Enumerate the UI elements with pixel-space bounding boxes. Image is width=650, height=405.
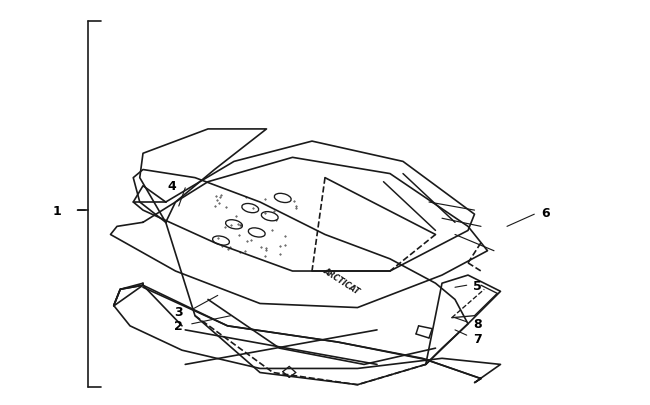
Text: 5: 5	[473, 279, 482, 292]
Text: 7: 7	[473, 332, 482, 345]
Text: 6: 6	[541, 206, 551, 219]
Text: 4: 4	[168, 180, 177, 193]
Text: ARCTICAT: ARCTICAT	[322, 266, 361, 296]
Text: 8: 8	[473, 318, 482, 330]
Text: 1: 1	[53, 204, 62, 217]
Text: 3: 3	[174, 305, 183, 318]
Text: 2: 2	[174, 320, 183, 333]
